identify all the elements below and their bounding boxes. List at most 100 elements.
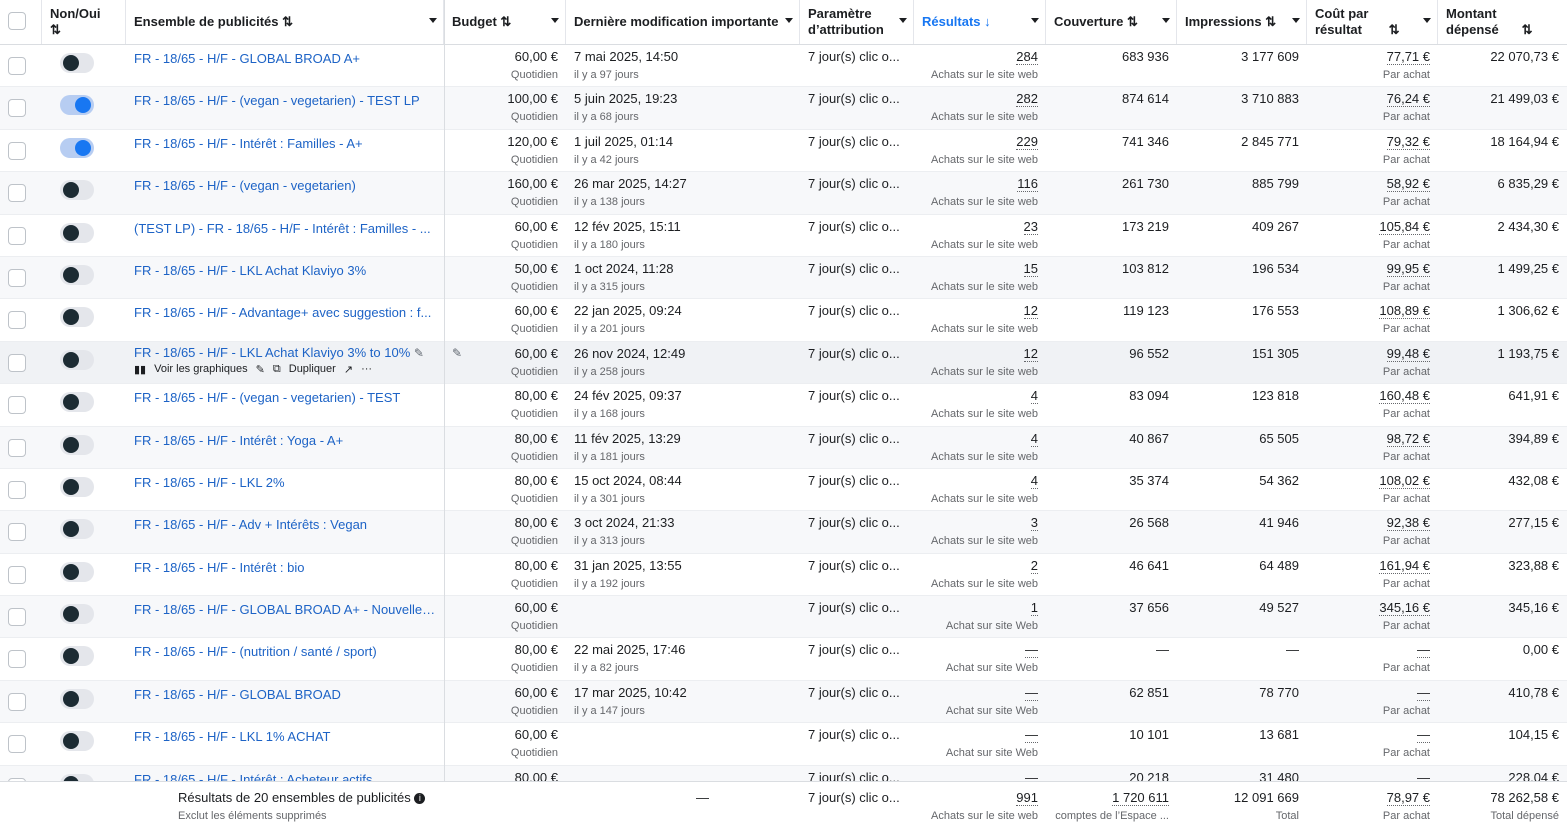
on-off-toggle[interactable] (60, 95, 94, 116)
ad-set-name[interactable]: FR - 18/65 - H/F - GLOBAL BROAD A+ (134, 51, 361, 66)
header-last-modified[interactable]: Dernière modification importante (566, 0, 800, 44)
ad-set-name[interactable]: FR - 18/65 - H/F - (vegan - vegetarien) … (134, 93, 420, 109)
budget-cell[interactable]: 50,00 € Quotidien (444, 257, 566, 298)
table-row[interactable]: FR - 18/65 - H/F - GLOBAL BROAD 60,00 € … (0, 680, 1567, 724)
cost-per-result-value[interactable]: 105,84 € (1379, 218, 1430, 235)
cost-per-result-value[interactable]: — (1417, 727, 1430, 744)
ad-set-name[interactable]: FR - 18/65 - H/F - Adv + Intérêts : Vega… (134, 517, 368, 533)
budget-cell[interactable]: 60,00 € Quotidien (444, 45, 566, 86)
row-checkbox[interactable] (8, 523, 26, 542)
results-value[interactable]: — (1025, 769, 1038, 782)
cost-per-result-value[interactable]: — (1417, 684, 1430, 701)
table-row[interactable]: FR - 18/65 - H/F - (nutrition / santé / … (0, 638, 1567, 681)
on-off-toggle[interactable] (60, 137, 94, 158)
row-checkbox[interactable] (8, 57, 26, 75)
row-checkbox[interactable] (8, 141, 26, 160)
on-off-toggle[interactable] (60, 646, 94, 667)
sort-up-down-icon[interactable]: ⇅ (1126, 14, 1138, 29)
row-checkbox[interactable] (8, 353, 26, 372)
cost-per-result-value[interactable]: 92,38 € (1386, 515, 1430, 532)
more-options-button[interactable]: ··· (361, 363, 373, 376)
sort-up-down-icon[interactable]: ⇅ (1265, 14, 1277, 29)
row-checkbox[interactable] (8, 311, 26, 330)
row-checkbox[interactable] (8, 735, 26, 754)
results-value[interactable]: — (1025, 642, 1038, 659)
on-off-toggle[interactable] (60, 519, 94, 540)
on-off-toggle[interactable] (60, 392, 94, 413)
cost-per-result-value[interactable]: 77,71 € (1386, 49, 1430, 65)
edit-pencil-icon[interactable]: ✎ (255, 363, 265, 376)
results-value[interactable]: 12 (1023, 303, 1038, 320)
results-value[interactable]: 2 (1030, 557, 1038, 574)
header-results[interactable]: Résultats ↓ (914, 0, 1046, 44)
budget-cell[interactable]: 160,00 € Quotidien (444, 172, 566, 213)
header-name[interactable]: Ensemble de publicités ⇅ (126, 0, 444, 44)
header-cost-per-result[interactable]: Coût par résultat ⇅ (1307, 0, 1438, 44)
table-row[interactable]: FR - 18/65 - H/F - Intérêt : Yoga - A+ 8… (0, 426, 1567, 469)
on-off-toggle[interactable] (60, 773, 94, 782)
sort-up-down-icon[interactable]: ⇅ (1521, 22, 1533, 37)
table-row[interactable]: FR - 18/65 - H/F - LKL Achat Klaviyo 3% … (0, 341, 1567, 385)
table-row[interactable]: FR - 18/65 - H/F - Intérêt : bio 80,00 €… (0, 554, 1567, 597)
cost-per-result-value[interactable]: 99,95 € (1386, 260, 1430, 277)
ad-set-name[interactable]: FR - 18/65 - H/F - LKL Achat Klaviyo 3% (134, 262, 367, 278)
table-row[interactable]: FR - 18/65 - H/F - (vegan - vegetarien) … (0, 384, 1567, 427)
duplicate-link[interactable]: Dupliquer (288, 363, 336, 376)
results-value[interactable]: 23 (1023, 218, 1038, 235)
cost-per-result-value[interactable]: 76,24 € (1386, 91, 1430, 108)
footer-results-value[interactable]: 991 (1016, 790, 1038, 806)
row-checkbox[interactable] (8, 184, 26, 203)
budget-cell[interactable]: 80,00 € Quotidien (444, 469, 566, 510)
cost-per-result-value[interactable]: 108,89 € (1379, 303, 1430, 320)
on-off-toggle[interactable] (60, 476, 94, 497)
chevron-down-icon[interactable] (429, 18, 437, 23)
row-checkbox[interactable] (8, 777, 26, 782)
chevron-down-icon[interactable] (899, 18, 907, 23)
sort-up-down-icon[interactable]: ⇅ (500, 14, 512, 29)
ad-set-name[interactable]: FR - 18/65 - H/F - Intérêt : Yoga - A+ (134, 432, 344, 448)
results-value[interactable]: 4 (1030, 388, 1038, 405)
cost-per-result-value[interactable]: — (1417, 769, 1430, 782)
chevron-down-icon[interactable] (1031, 18, 1039, 23)
cost-per-result-value[interactable]: 79,32 € (1386, 133, 1430, 150)
results-value[interactable]: 4 (1030, 430, 1038, 447)
sort-up-down-icon[interactable]: ⇅ (282, 14, 294, 29)
results-value[interactable]: 12 (1023, 345, 1038, 362)
budget-cell[interactable]: 60,00 € Quotidien (444, 299, 566, 340)
table-row[interactable]: FR - 18/65 - H/F - Advantage+ avec sugge… (0, 299, 1567, 342)
budget-cell[interactable]: 80,00 € Quotidien (444, 554, 566, 595)
budget-cell[interactable]: 80,00 € Quotidien (444, 638, 566, 679)
table-row[interactable]: FR - 18/65 - H/F - LKL 1% ACHAT 60,00 € … (0, 723, 1567, 766)
view-charts-link[interactable]: Voir les graphiques (154, 363, 248, 376)
arrow-down-icon[interactable]: ↓ (984, 14, 991, 29)
results-value[interactable]: 229 (1016, 133, 1038, 150)
results-value[interactable]: 284 (1016, 49, 1038, 65)
ad-set-name[interactable]: FR - 18/65 - H/F - (vegan - vegetarien) (134, 178, 356, 194)
budget-cell[interactable]: 100,00 € Quotidien (444, 87, 566, 128)
ad-set-name[interactable]: FR - 18/65 - H/F - Advantage+ avec sugge… (134, 305, 432, 321)
budget-cell[interactable]: 80,00 € Quotidien (444, 427, 566, 468)
table-row[interactable]: FR - 18/65 - H/F - GLOBAL BROAD A+ - Nou… (0, 596, 1567, 639)
table-row[interactable]: FR - 18/65 - H/F - Intérêt : Familles - … (0, 130, 1567, 173)
ad-set-name[interactable]: FR - 18/65 - H/F - LKL Achat Klaviyo 3% … (134, 344, 411, 360)
budget-cell[interactable]: ✎ 60,00 € Quotidien (444, 342, 566, 383)
row-checkbox[interactable] (8, 99, 26, 118)
cost-per-result-value[interactable]: — (1417, 642, 1430, 659)
info-icon[interactable]: i (414, 793, 426, 805)
on-off-toggle[interactable] (60, 349, 94, 370)
results-value[interactable]: 3 (1030, 515, 1038, 532)
results-value[interactable]: — (1025, 684, 1038, 701)
chevron-down-icon[interactable] (785, 18, 793, 23)
sort-up-down-icon[interactable]: ⇅ (1388, 22, 1400, 37)
header-amount-spent[interactable]: Montant dépensé ⇅ (1438, 0, 1567, 44)
budget-cell[interactable]: 80,00 € Quotidien (444, 766, 566, 782)
budget-cell[interactable]: 80,00 € Quotidien (444, 384, 566, 425)
results-value[interactable]: — (1025, 727, 1038, 744)
cost-per-result-value[interactable]: 98,72 € (1386, 430, 1430, 447)
edit-pencil-icon[interactable]: ✎ (452, 345, 463, 360)
row-checkbox[interactable] (8, 565, 26, 584)
table-row[interactable]: FR - 18/65 - H/F - GLOBAL BROAD A+ 60,00… (0, 45, 1567, 88)
table-row[interactable]: (TEST LP) - FR - 18/65 - H/F - Intérêt :… (0, 215, 1567, 257)
header-attribution[interactable]: Paramètre d’attribution (800, 0, 914, 44)
on-off-toggle[interactable] (60, 307, 94, 328)
